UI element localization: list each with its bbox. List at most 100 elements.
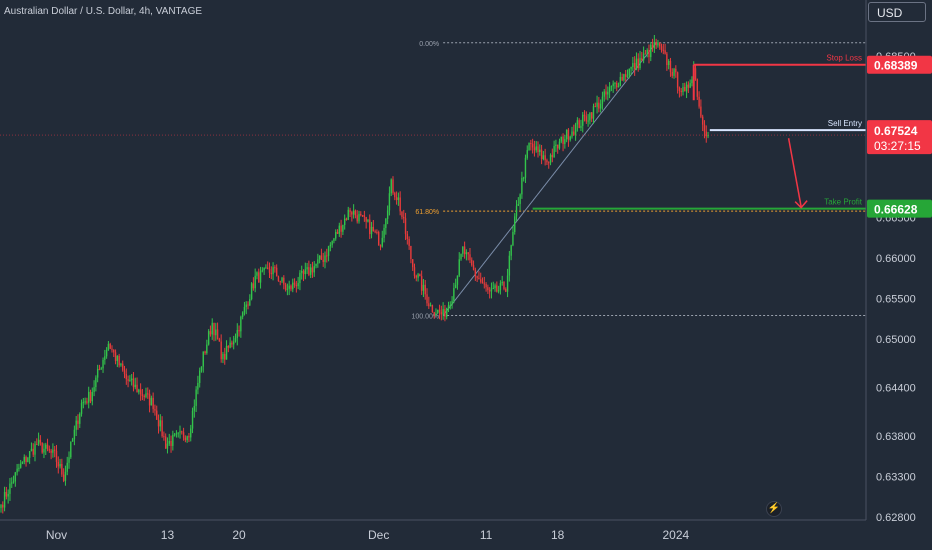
candle-body	[599, 103, 602, 109]
candle-body	[388, 193, 391, 211]
candle-body	[363, 215, 366, 218]
candle	[55, 444, 58, 468]
candle-body	[32, 448, 34, 455]
candle	[413, 263, 416, 279]
candle	[404, 212, 407, 240]
candle	[399, 191, 401, 216]
candle-body	[200, 366, 203, 371]
candle-body	[62, 474, 65, 481]
candle-body	[301, 271, 303, 273]
candle	[506, 268, 509, 298]
candle	[465, 249, 468, 261]
candle-body	[333, 238, 335, 242]
candle-body	[641, 58, 643, 61]
candle	[458, 252, 460, 278]
candle	[705, 125, 707, 143]
candle	[395, 191, 398, 205]
last-price-value: 0.67524	[874, 124, 918, 138]
candle-body	[315, 263, 317, 267]
candle-body	[156, 410, 158, 420]
candle-body	[460, 253, 462, 260]
candle-body	[612, 83, 614, 87]
candle	[680, 87, 682, 97]
candle-body	[347, 209, 349, 220]
candle	[472, 260, 475, 271]
candle	[250, 282, 253, 301]
candle-body	[197, 382, 199, 390]
candle	[100, 366, 102, 370]
candle	[632, 56, 634, 71]
candle-body	[48, 448, 51, 451]
candle-body	[707, 135, 709, 137]
candle-body	[642, 53, 645, 61]
candle	[515, 200, 518, 222]
candle	[644, 49, 647, 55]
candle	[265, 264, 267, 269]
candle-body	[519, 194, 521, 205]
candle-body	[630, 67, 632, 69]
lightning-icon[interactable]: ⚡	[766, 501, 782, 517]
candle	[152, 392, 154, 413]
candle-body	[447, 305, 450, 309]
candle	[134, 377, 136, 390]
candle-body	[471, 259, 473, 266]
candle	[630, 66, 632, 76]
candle-body	[646, 49, 648, 54]
candle-body	[331, 241, 333, 245]
candle	[240, 315, 242, 338]
candle-body	[569, 136, 571, 140]
candle-body	[376, 231, 378, 233]
candle	[370, 221, 373, 239]
candle	[182, 427, 185, 441]
candle	[628, 68, 630, 79]
time-axis[interactable]: Nov 13 20 Dec 11 18 2024	[0, 519, 866, 542]
candle-body	[370, 226, 373, 235]
currency-button[interactable]: USD	[868, 2, 926, 22]
candle	[80, 399, 83, 417]
candle-body	[23, 456, 25, 462]
candle	[109, 342, 111, 350]
candle	[576, 117, 579, 132]
candle	[28, 451, 31, 464]
candle-body	[478, 277, 480, 280]
candle	[172, 430, 174, 451]
y-tick-label: 0.65000	[876, 334, 916, 346]
candle-body	[36, 444, 38, 446]
candle	[419, 273, 421, 277]
candle	[397, 192, 400, 206]
candle	[275, 264, 278, 277]
candle-body	[610, 86, 613, 88]
candle-body	[684, 86, 686, 92]
candle	[567, 128, 570, 147]
candle	[156, 405, 158, 420]
candle-body	[446, 308, 448, 317]
candle-body	[410, 245, 412, 260]
candle-body	[207, 331, 210, 345]
candle	[390, 178, 392, 197]
candle-body	[548, 162, 550, 164]
price-axis[interactable]: 0.62800 0.63300 0.63800 0.64400 0.65000 0.655…	[865, 0, 932, 550]
candle-body	[438, 309, 441, 313]
candle-body	[216, 329, 219, 340]
candle-body	[302, 271, 305, 275]
candle	[311, 261, 314, 278]
candle	[676, 71, 679, 94]
candle	[290, 284, 292, 292]
candle-body	[383, 228, 385, 238]
candle-body	[698, 96, 700, 107]
candle-body	[254, 275, 256, 289]
candle-body	[587, 120, 589, 122]
candle-body	[503, 281, 505, 290]
candle-body	[263, 267, 265, 271]
candle-body	[274, 267, 276, 269]
candle	[324, 251, 326, 269]
candle	[256, 271, 258, 280]
candle-body	[510, 245, 512, 256]
candle-body	[299, 272, 301, 284]
candle	[9, 477, 11, 501]
candle-body	[354, 210, 357, 216]
candle	[331, 240, 333, 248]
candle-body	[322, 259, 324, 263]
candle-body	[270, 272, 272, 275]
